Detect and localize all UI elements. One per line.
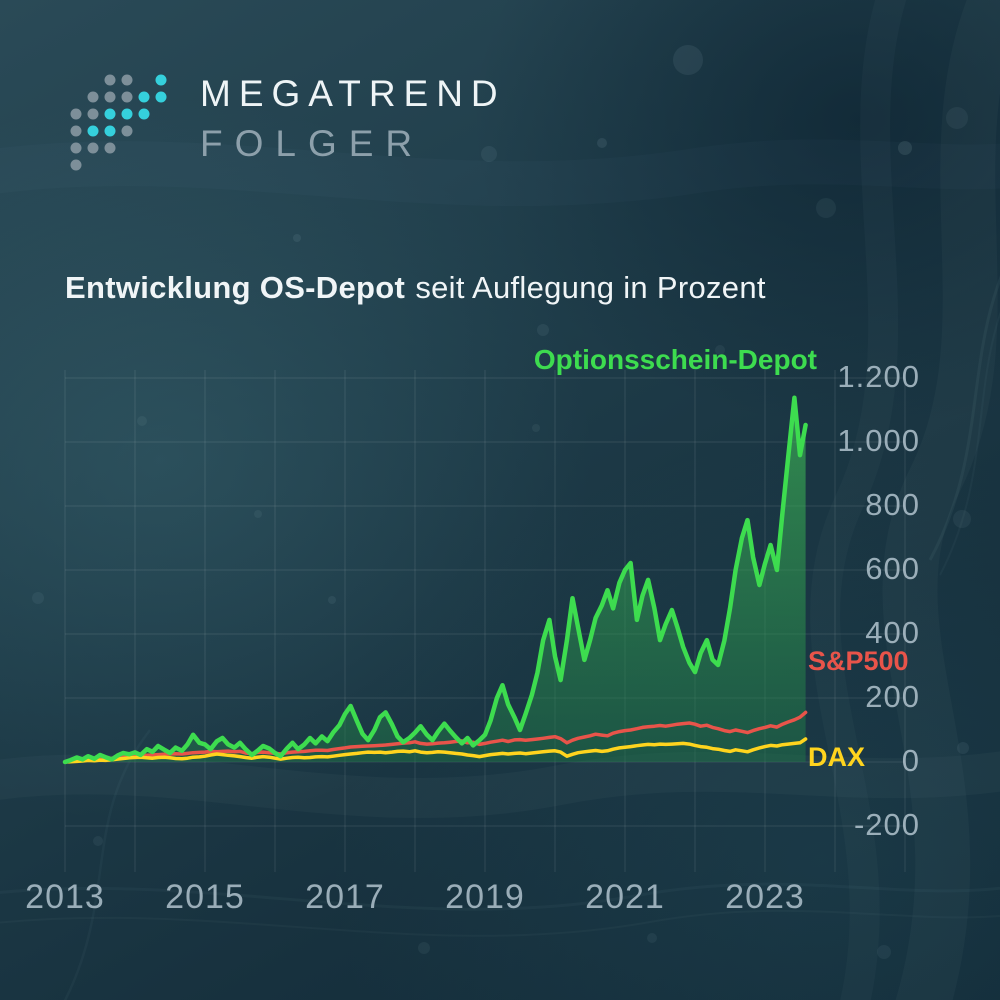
logo: MEGATREND FOLGER (66, 70, 566, 180)
legend-sp500: S&P500 (808, 646, 909, 676)
y-axis-label: 1.200 (837, 359, 920, 394)
y-axis-label: 200 (865, 679, 920, 714)
y-axis-label: 400 (865, 615, 920, 650)
x-axis-label: 2013 (25, 878, 105, 916)
logo-text: MEGATREND FOLGER (200, 73, 506, 164)
legend-optionsschein-depot: Optionsschein-Depot (533, 344, 817, 375)
y-axis-label: 1.000 (837, 423, 920, 458)
x-axis-label: 2017 (305, 878, 385, 916)
logo-dots-icon (70, 74, 167, 171)
logo-wordmark-megatrend: MEGATREND (200, 73, 506, 114)
bokeh-dots (32, 45, 971, 959)
depot-area-fill (65, 397, 806, 762)
x-axis-label: 2015 (165, 878, 245, 916)
y-axis-label: 600 (865, 551, 920, 586)
sp500-line (63, 710, 808, 764)
x-axis-label: 2019 (445, 878, 525, 916)
legend-dax: DAX (808, 742, 866, 772)
y-axis-label: 800 (865, 487, 920, 522)
x-axis-label: 2023 (725, 878, 805, 916)
page-title-rest: seit Auflegung in Prozent (415, 270, 766, 305)
x-axis-label: 2021 (585, 878, 665, 916)
y-axis-label: 0 (901, 743, 920, 778)
y-axis-label: -200 (853, 807, 920, 842)
logo-wordmark-folger: FOLGER (200, 122, 425, 164)
page-title: Entwicklung OS-Depot seit Auflegung in Pr… (65, 270, 766, 306)
depot-line (62, 395, 808, 765)
page-title-bold: Entwicklung OS-Depot (65, 270, 406, 305)
dax-line (63, 737, 808, 764)
